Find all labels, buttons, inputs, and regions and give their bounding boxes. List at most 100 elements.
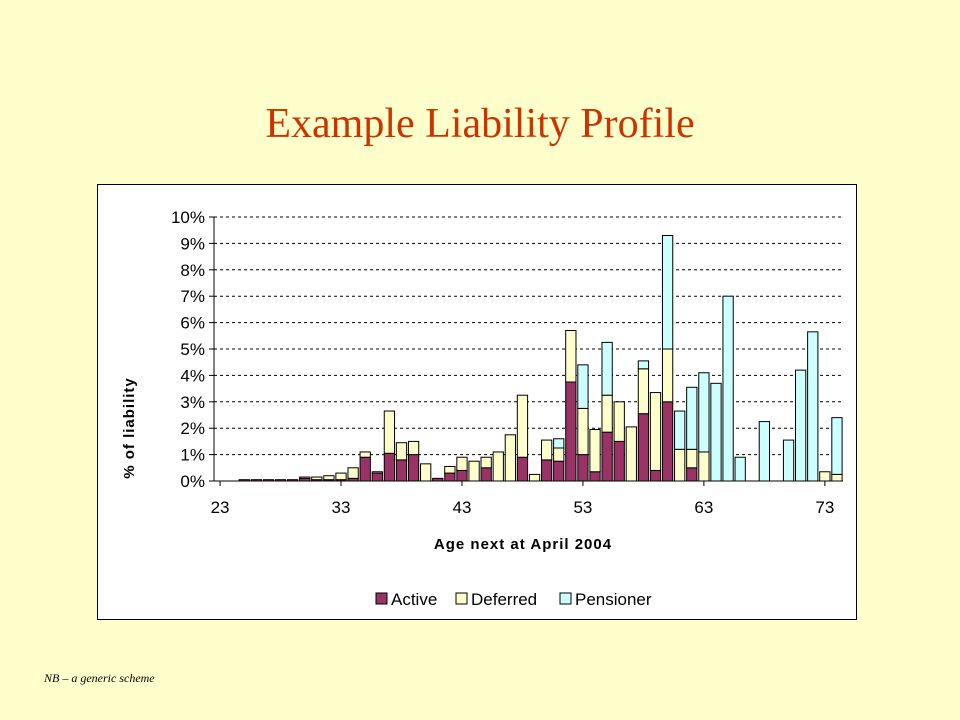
bar-active	[577, 454, 589, 482]
bar-deferred	[468, 460, 480, 482]
bar-pensioner	[831, 417, 843, 475]
bar-active	[407, 454, 420, 482]
bar-active	[480, 467, 492, 482]
bar-active	[383, 452, 396, 482]
bar-active	[649, 469, 662, 482]
bar-deferred	[577, 407, 589, 456]
bar-deferred	[831, 473, 843, 482]
bar-deferred	[347, 467, 359, 479]
bar-deferred	[686, 448, 698, 469]
legend-label-active: Active	[391, 590, 437, 609]
bar-deferred	[541, 439, 553, 461]
bar-deferred	[456, 456, 468, 471]
bar-deferred	[395, 442, 408, 461]
bar-deferred	[492, 451, 504, 482]
bar-pensioner	[698, 372, 710, 453]
bar-deferred	[661, 348, 674, 403]
bar-active	[359, 456, 371, 482]
bar-deferred	[613, 401, 625, 442]
bar-pensioner	[795, 369, 807, 482]
chart-area: 0% 1% 2% 3% 4% 5% 6% 7% 8% 9% 10% 23 33 43 53 63 73 % of…	[97, 184, 857, 620]
x-axis-label: Age next at April 2004	[434, 536, 612, 553]
bar-pensioner	[710, 382, 722, 482]
bar-pensioner	[577, 364, 589, 409]
bar-deferred	[698, 451, 710, 482]
bar-active	[686, 467, 698, 482]
bar-deferred	[311, 476, 323, 481]
bar-deferred	[528, 473, 541, 482]
bar-deferred	[335, 472, 347, 481]
bar-active	[541, 459, 553, 482]
bar-pensioner	[722, 295, 734, 482]
legend-label-pensioner: Pensioner	[575, 590, 652, 609]
bar-deferred	[516, 394, 529, 458]
bar-deferred	[444, 465, 456, 474]
bar-deferred	[589, 429, 601, 473]
bar-pensioner	[553, 438, 565, 449]
bar-pensioner	[637, 360, 650, 370]
bar-active	[371, 472, 383, 482]
bar-deferred	[420, 463, 432, 482]
bar-deferred	[819, 471, 831, 482]
y-tick-label: 3%	[180, 393, 205, 412]
bar-deferred	[299, 476, 311, 479]
bar-active	[553, 460, 565, 482]
x-tick-label: 73	[815, 498, 834, 517]
x-tick-label: 53	[573, 498, 592, 517]
legend-label-deferred: Deferred	[471, 590, 537, 609]
gridlines	[214, 216, 843, 456]
bar-pensioner	[686, 386, 698, 450]
bars	[238, 234, 843, 482]
bar-active	[395, 459, 408, 482]
legend-swatch-active	[375, 592, 388, 605]
y-tick-label: 0%	[180, 472, 205, 491]
legend: Active Deferred Pensioner	[375, 590, 652, 609]
bar-deferred	[649, 392, 662, 471]
bar-pensioner	[807, 331, 819, 482]
bar-deferred	[601, 394, 613, 433]
bar-deferred	[553, 447, 565, 462]
y-axis-label: % of liability	[121, 377, 138, 479]
bar-deferred	[359, 451, 371, 458]
y-tick-label: 4%	[180, 366, 205, 385]
bar-deferred	[637, 368, 650, 415]
bar-pensioner	[601, 341, 613, 396]
x-tick-label: 33	[332, 498, 351, 517]
bar-active	[456, 469, 468, 482]
axes	[209, 216, 843, 486]
y-tick-label: 7%	[180, 287, 205, 306]
footnote: NB – a generic scheme	[44, 671, 155, 685]
bar-pensioner	[661, 234, 674, 350]
y-tick-label: 5%	[180, 340, 205, 359]
bar-deferred	[323, 475, 335, 481]
x-tick-label: 23	[211, 498, 230, 517]
bar-deferred	[383, 410, 396, 454]
bar-active	[589, 471, 601, 482]
bar-active	[661, 401, 674, 482]
bar-active	[565, 381, 577, 482]
y-tick-label: 1%	[180, 446, 205, 465]
bar-deferred	[565, 330, 577, 383]
bar-pensioner	[758, 421, 771, 482]
bar-deferred	[625, 426, 637, 482]
y-tick-label: 6%	[180, 314, 205, 333]
bar-deferred	[480, 456, 492, 469]
bar-pensioner	[674, 410, 686, 450]
x-tick-label: 43	[453, 498, 472, 517]
y-tick-label: 9%	[180, 234, 205, 253]
bar-active	[444, 472, 456, 482]
slide-title: Example Liability Profile	[265, 101, 695, 147]
liability-bar-chart: 0% 1% 2% 3% 4% 5% 6% 7% 8% 9% 10% 23 33 43 53 63 73 % of…	[121, 208, 843, 609]
y-tick-label: 10%	[171, 208, 205, 227]
bar-active	[516, 456, 529, 482]
tick-labels: 0% 1% 2% 3% 4% 5% 6% 7% 8% 9% 10% 23 33 43 53 63 73	[171, 208, 834, 517]
bar-deferred	[407, 440, 420, 456]
bar-deferred	[371, 471, 383, 474]
y-tick-label: 2%	[180, 419, 205, 438]
legend-swatch-deferred	[455, 592, 468, 605]
bar-active	[601, 431, 613, 482]
x-tick-label: 63	[694, 498, 713, 517]
bar-deferred	[504, 434, 516, 482]
bar-pensioner	[734, 456, 746, 482]
y-tick-label: 8%	[180, 261, 205, 280]
